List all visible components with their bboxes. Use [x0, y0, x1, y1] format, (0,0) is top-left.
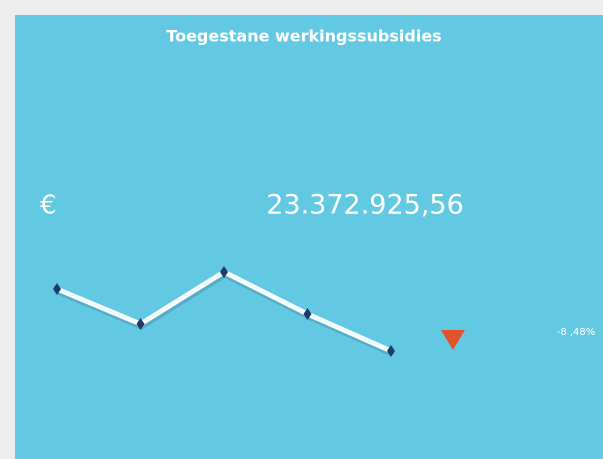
card-title: Toegestane werkingssubsidies [166, 27, 441, 46]
kpi-value: 23.372.925,56 [266, 190, 464, 221]
data-point [303, 308, 312, 320]
data-point [136, 318, 145, 330]
down-indicator [441, 330, 465, 350]
data-point [53, 283, 61, 295]
change-percent: -8 ,48% [557, 327, 596, 338]
data-point [387, 345, 395, 357]
card-background [15, 15, 603, 459]
data-point [220, 266, 228, 278]
currency-symbol: € [40, 191, 57, 221]
